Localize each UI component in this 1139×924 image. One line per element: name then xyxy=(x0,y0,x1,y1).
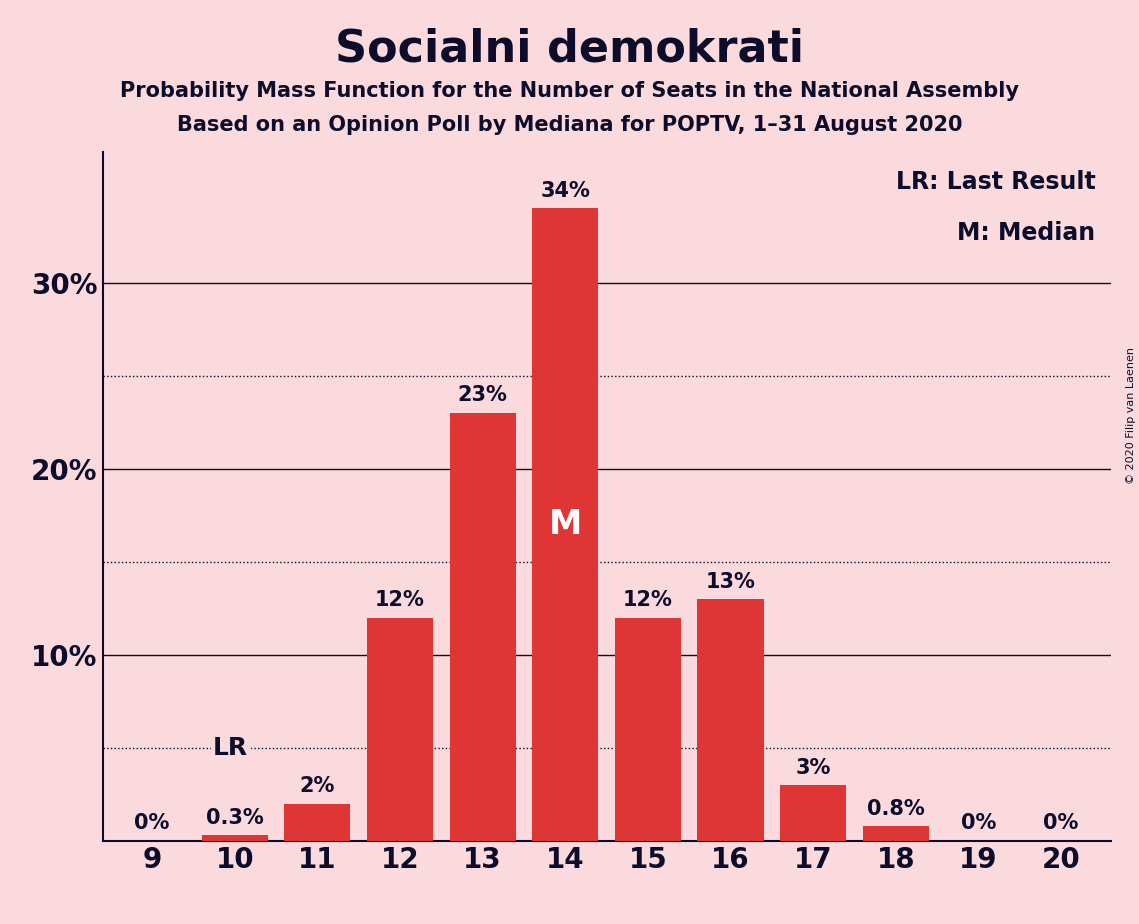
Text: M: Median: M: Median xyxy=(957,222,1096,245)
Bar xyxy=(780,785,846,841)
Text: 2%: 2% xyxy=(300,776,335,796)
Bar xyxy=(285,804,351,841)
Text: 3%: 3% xyxy=(795,758,830,778)
Bar xyxy=(697,599,763,841)
Bar xyxy=(367,617,433,841)
Bar xyxy=(450,413,516,841)
Text: 34%: 34% xyxy=(540,181,590,201)
Text: © 2020 Filip van Laenen: © 2020 Filip van Laenen xyxy=(1126,347,1136,484)
Text: Based on an Opinion Poll by Mediana for POPTV, 1–31 August 2020: Based on an Opinion Poll by Mediana for … xyxy=(177,115,962,135)
Text: 12%: 12% xyxy=(623,590,673,610)
Text: 0%: 0% xyxy=(960,813,995,833)
Text: 0.8%: 0.8% xyxy=(867,798,925,819)
Text: Probability Mass Function for the Number of Seats in the National Assembly: Probability Mass Function for the Number… xyxy=(120,81,1019,102)
Bar xyxy=(615,617,681,841)
Text: 23%: 23% xyxy=(458,385,508,406)
Text: Socialni demokrati: Socialni demokrati xyxy=(335,28,804,71)
Bar xyxy=(532,208,598,841)
Bar xyxy=(862,826,928,841)
Bar xyxy=(202,835,268,841)
Text: LR: Last Result: LR: Last Result xyxy=(895,170,1096,194)
Text: LR: LR xyxy=(213,736,248,760)
Text: 13%: 13% xyxy=(705,572,755,591)
Text: 0.3%: 0.3% xyxy=(206,808,263,828)
Text: 0%: 0% xyxy=(134,813,170,833)
Text: M: M xyxy=(549,508,582,541)
Text: 12%: 12% xyxy=(375,590,425,610)
Text: 0%: 0% xyxy=(1043,813,1079,833)
